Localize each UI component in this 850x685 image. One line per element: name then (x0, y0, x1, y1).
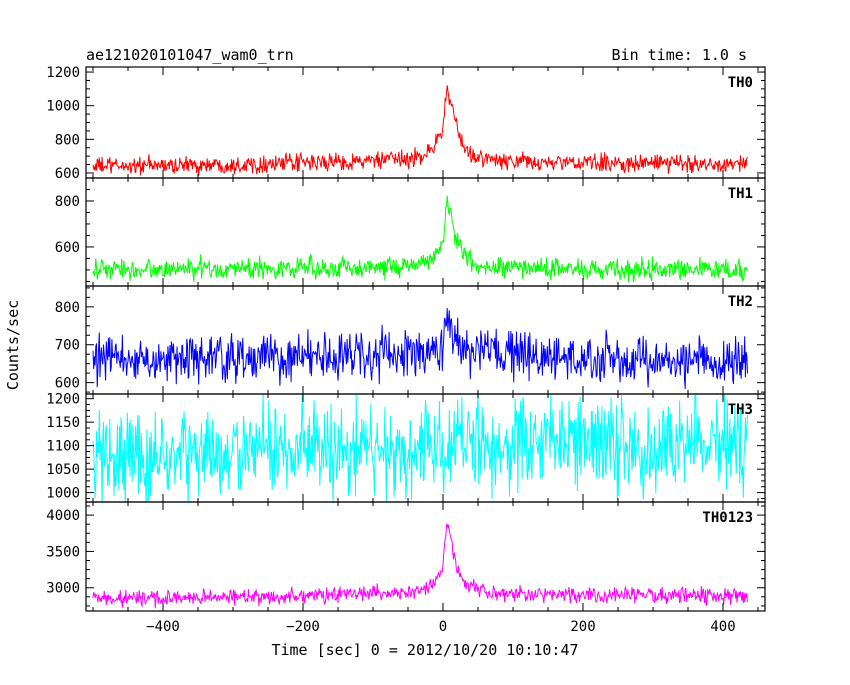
y-tick-label-th0123: 3000 (46, 581, 80, 597)
panel-frame-th0123 (85, 501, 766, 612)
y-tick-label-th0123: 3500 (46, 544, 80, 560)
x-axis-label: Time [sec] 0 = 2012/10/20 10:10:47 (271, 641, 578, 659)
panel-label-th2: TH2 (728, 294, 753, 310)
panel-label-th0: TH0 (728, 75, 753, 91)
y-tick-label-th3: 1000 (46, 486, 80, 502)
y-tick-label-th3: 1200 (46, 392, 80, 408)
panel-label-th1: TH1 (728, 186, 753, 202)
y-tick-label-th1: 800 (55, 194, 80, 210)
panel-label-th0123: TH0123 (702, 510, 753, 526)
series-line-th1 (92, 195, 748, 283)
x-tick-label: −400 (146, 619, 180, 635)
x-tick-label: 200 (570, 619, 595, 635)
panel-label-th3: TH3 (728, 402, 753, 418)
y-tick-label-th0: 1200 (46, 65, 80, 81)
x-tick-label: 400 (710, 619, 735, 635)
y-axis-label: Counts/sec (4, 300, 22, 390)
y-tick-label-th0123: 4000 (46, 508, 80, 524)
y-tick-label-th1: 600 (55, 240, 80, 256)
x-tick-label: −200 (286, 619, 320, 635)
y-tick-label-th3: 1100 (46, 439, 80, 455)
y-tick-label-th2: 600 (55, 376, 80, 392)
x-tick-label: 0 (439, 619, 447, 635)
y-tick-label-th0: 800 (55, 132, 80, 148)
series-line-th2 (92, 307, 748, 389)
series-line-th0123 (92, 523, 748, 609)
y-tick-label-th0: 1000 (46, 99, 80, 115)
series-line-th3 (92, 394, 748, 502)
header-left-title: ae121020101047_wam0_trn (86, 46, 294, 64)
y-tick-label-th3: 1150 (46, 415, 80, 431)
y-tick-label-th3: 1050 (46, 462, 80, 478)
panels-group: 600 800 1000 1200 TH0 600 800 TH1 600 700 800 TH2 10… (46, 65, 766, 635)
y-tick-label-th2: 800 (55, 300, 80, 316)
y-tick-label-th2: 700 (55, 338, 80, 354)
header-right-bintime: Bin time: 1.0 s (612, 46, 747, 64)
series-line-th0 (92, 85, 748, 176)
y-tick-label-th0: 600 (55, 166, 80, 182)
